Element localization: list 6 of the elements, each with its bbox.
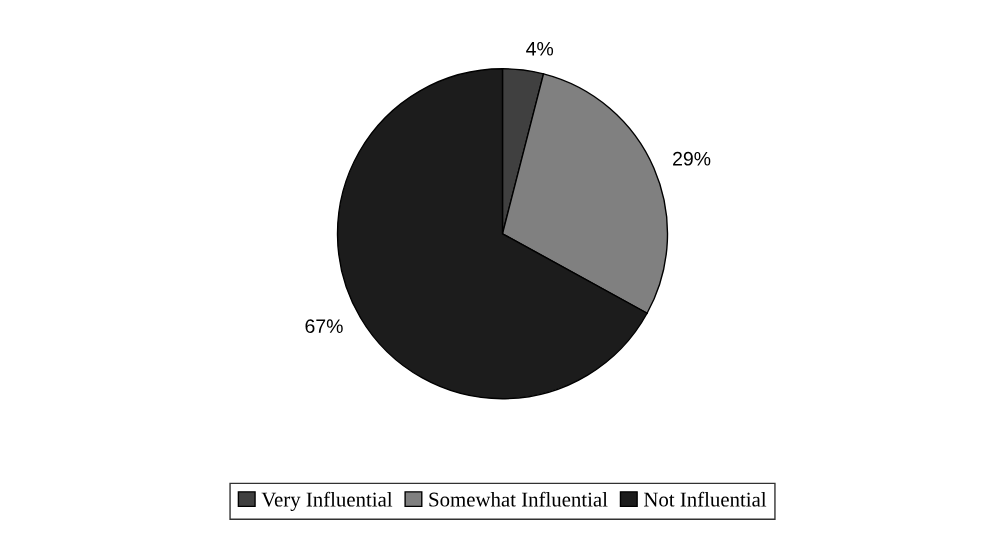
legend-label: Somewhat Influential: [429, 491, 608, 507]
data-label: 4%: [526, 41, 554, 56]
data-label: 29%: [673, 151, 711, 166]
legend-label: Very Influential: [261, 491, 393, 511]
legend-label: Not Influential: [643, 491, 767, 507]
data-label: 67%: [305, 319, 343, 334]
